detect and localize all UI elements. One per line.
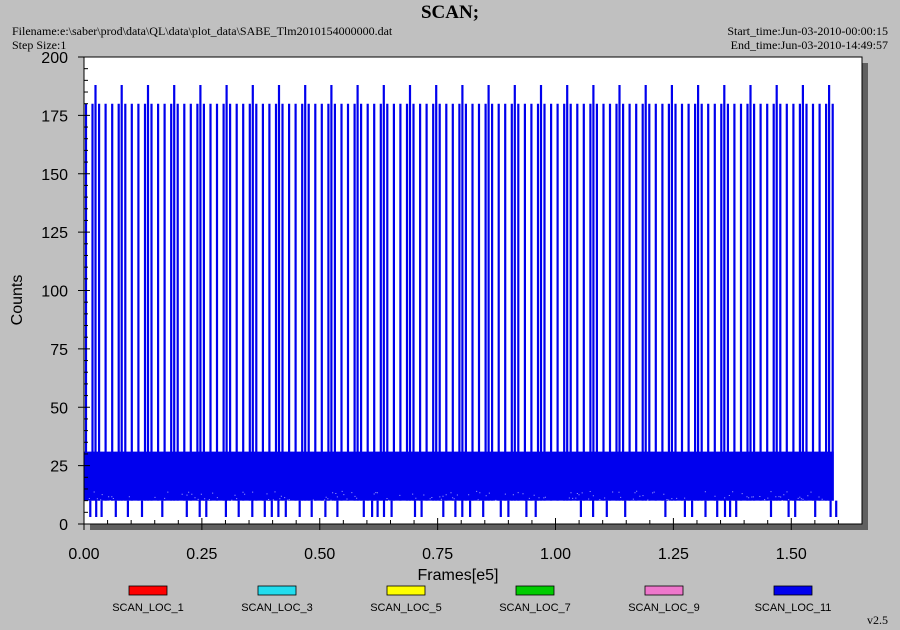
legend-label: SCAN_LOC_3: [241, 602, 313, 614]
y-tick-label: 150: [41, 167, 68, 184]
axis-layer: 0 25 50 75 100 125 150 175 200 0.00 0.25 0.50 0.75 1.…: [41, 50, 863, 563]
band-noise: [88, 490, 823, 502]
start-time-label: Start_time:Jun-03-2010-00:00:15: [727, 24, 888, 38]
series-layer: [84, 85, 838, 517]
y-tick-label: 50: [50, 400, 68, 417]
legend: SCAN_LOC_1 SCAN_LOC_3 SCAN_LOC_5 SCAN_LOC_7…: [112, 585, 832, 614]
x-tick-label: 0.75: [422, 546, 453, 563]
y-tick-label: 100: [41, 284, 68, 301]
step-size-label: Step Size:1: [12, 38, 67, 52]
legend-label: SCAN_LOC_9: [628, 602, 700, 614]
legend-swatch: [515, 585, 555, 596]
version-label: v2.5: [867, 613, 888, 627]
y-tick-label: 25: [50, 459, 68, 476]
legend-swatch: [386, 585, 426, 596]
legend-swatch: [644, 585, 684, 596]
chart-title: SCAN;: [420, 2, 480, 23]
x-tick-label: 0.00: [68, 546, 99, 563]
legend-swatch: [128, 585, 168, 596]
x-tick-label: 0.25: [186, 546, 217, 563]
y-tick-label: 200: [41, 50, 68, 67]
y-axis-title: Counts: [9, 275, 26, 326]
legend-swatch: [257, 585, 297, 596]
x-tick-label: 0.50: [304, 546, 335, 563]
y-tick-label: 125: [41, 225, 68, 242]
legend-label: SCAN_LOC_7: [499, 602, 571, 614]
x-tick-label: 1.00: [540, 546, 571, 563]
y-tick-label: 0: [59, 517, 68, 534]
legend-swatch: [773, 585, 813, 596]
filename-label: Filename:e:\saber\prod\data\QL\data\plot…: [12, 24, 393, 38]
legend-label: SCAN_LOC_11: [755, 602, 832, 614]
y-tick-label: 175: [41, 108, 68, 125]
x-axis-title: Frames[e5]: [418, 567, 499, 584]
legend-label: SCAN_LOC_5: [370, 602, 442, 614]
end-time-label: End_time:Jun-03-2010-14:49:57: [730, 38, 888, 52]
x-tick-label: 1.25: [658, 546, 689, 563]
y-tick-label: 75: [50, 342, 68, 359]
x-tick-label: 1.50: [776, 546, 807, 563]
legend-label: SCAN_LOC_1: [112, 602, 184, 614]
